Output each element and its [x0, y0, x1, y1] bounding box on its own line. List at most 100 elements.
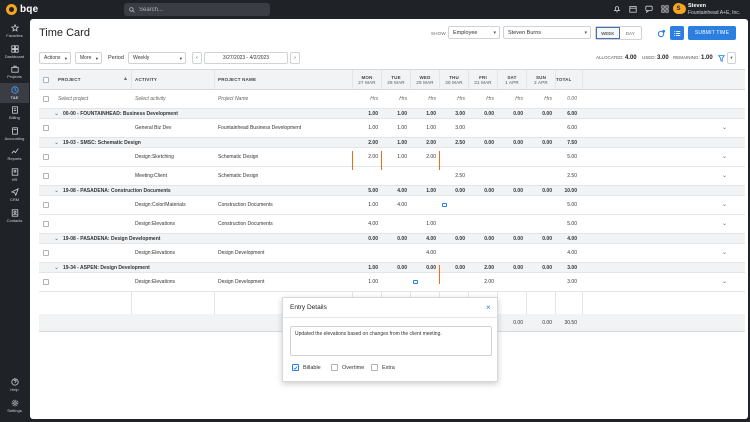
- user-info[interactable]: Steven Fountainhead A+E, Inc.: [688, 3, 740, 17]
- hours-cell[interactable]: [440, 244, 465, 262]
- sidebar-item-t-e[interactable]: T&E: [0, 82, 29, 103]
- project-group-row[interactable]: ⌄ 19-03 - SMSC: Schematic Design 2.00 1.00 2…: [39, 138, 745, 148]
- hours-cell[interactable]: [527, 273, 552, 291]
- hours-cell[interactable]: [527, 148, 552, 166]
- sidebar-item-reports[interactable]: Reports: [0, 144, 29, 164]
- hours-cell[interactable]: [498, 244, 523, 262]
- hours-cell[interactable]: 4.00: [397, 202, 407, 208]
- hours-cell[interactable]: 1.00: [368, 279, 378, 285]
- list-view-button[interactable]: [670, 26, 684, 40]
- collapse-chevron-icon[interactable]: ⌄: [54, 265, 60, 271]
- hours-cell[interactable]: [440, 215, 465, 233]
- hours-cell[interactable]: [382, 244, 407, 262]
- expand-row-chevron-icon[interactable]: ⌄: [722, 202, 728, 208]
- sidebar-item-dashboard[interactable]: Dashboard: [0, 42, 29, 62]
- previous-period-button[interactable]: ‹: [192, 52, 202, 64]
- hours-cell[interactable]: [440, 148, 465, 166]
- sidebar-item-accounting[interactable]: Accounting: [0, 124, 29, 144]
- sidebar-item-help[interactable]: Help: [0, 375, 29, 395]
- note-comment-icon[interactable]: [413, 280, 418, 284]
- next-period-button[interactable]: ›: [290, 52, 300, 64]
- day-column-header[interactable]: THU 30 MAR: [440, 70, 468, 89]
- hours-cell[interactable]: 1.00: [368, 125, 378, 131]
- entry-activity[interactable]: Design:Color/Materials: [135, 202, 186, 208]
- hours-input[interactable]: Hrs: [544, 96, 552, 102]
- hours-cell[interactable]: 2.00: [426, 154, 436, 160]
- extra-checkbox[interactable]: [371, 364, 378, 371]
- employee-select[interactable]: Steven Burns ▾: [503, 26, 591, 39]
- date-range-field[interactable]: 3/27/2023 - 4/2/2023: [204, 52, 288, 64]
- entry-checkbox[interactable]: [43, 279, 49, 285]
- sidebar-item-projects[interactable]: Projects: [0, 62, 29, 82]
- collapse-chevron-icon[interactable]: ⌄: [54, 111, 60, 117]
- hours-cell[interactable]: [469, 244, 494, 262]
- entry-checkbox[interactable]: [43, 154, 49, 160]
- expand-row-chevron-icon[interactable]: ⌄: [722, 250, 728, 256]
- global-search[interactable]: [124, 3, 270, 16]
- sidebar-item-billing[interactable]: Billing: [0, 103, 29, 123]
- hours-cell[interactable]: 1.00: [368, 202, 378, 208]
- hours-cell[interactable]: [498, 148, 523, 166]
- project-group-row[interactable]: ⌄ 19-08 - PASADENA: Design Development 0.0…: [39, 234, 745, 244]
- entry-activity[interactable]: General Biz Dev: [135, 125, 172, 131]
- hours-cell[interactable]: [411, 167, 436, 185]
- hours-cell[interactable]: [469, 119, 494, 137]
- expand-row-chevron-icon[interactable]: ⌄: [722, 173, 728, 179]
- actions-menu-button[interactable]: Actions ▾: [39, 52, 71, 64]
- hours-cell[interactable]: [498, 215, 523, 233]
- notifications-bell-icon[interactable]: [612, 4, 622, 14]
- entry-checkbox[interactable]: [43, 125, 49, 131]
- collapse-chevron-icon[interactable]: ⌄: [54, 140, 60, 146]
- hours-cell[interactable]: 2.00: [484, 279, 494, 285]
- period-select[interactable]: Weekly ▾: [128, 52, 186, 64]
- overtime-checkbox[interactable]: [331, 364, 338, 371]
- hours-cell[interactable]: [498, 119, 523, 137]
- entry-checkbox[interactable]: [43, 173, 49, 179]
- hours-cell[interactable]: [382, 273, 407, 291]
- close-icon[interactable]: ×: [486, 303, 491, 312]
- grid-apps-icon[interactable]: [660, 4, 670, 14]
- chat-icon[interactable]: [644, 4, 654, 14]
- day-column-header[interactable]: MON 27 MAR: [353, 70, 381, 89]
- hours-input[interactable]: Hrs: [457, 96, 465, 102]
- hours-cell[interactable]: 4.00: [426, 250, 436, 256]
- activity-column-header[interactable]: ACTIVITY: [135, 77, 158, 82]
- entry-notes-field[interactable]: [290, 326, 492, 356]
- hours-cell[interactable]: [353, 167, 378, 185]
- billable-option[interactable]: Billable: [292, 364, 321, 371]
- sidebar-item-crm[interactable]: CRM: [0, 185, 29, 205]
- entry-project-name[interactable]: Schematic Design: [218, 173, 259, 179]
- entry-activity[interactable]: Design:Sketching: [135, 154, 174, 160]
- project-column-header[interactable]: PROJECT: [58, 77, 81, 82]
- hours-cell[interactable]: 2.00: [368, 154, 378, 160]
- hours-cell[interactable]: 1.00: [397, 154, 407, 160]
- hours-input[interactable]: Hrs: [515, 96, 523, 102]
- expand-row-chevron-icon[interactable]: ⌄: [722, 279, 728, 285]
- hours-cell[interactable]: [469, 196, 494, 214]
- hours-cell[interactable]: [498, 196, 523, 214]
- hours-cell[interactable]: 1.00: [426, 221, 436, 227]
- entry-project-name[interactable]: Fountainhead Business Development: [218, 125, 302, 131]
- day-view-button[interactable]: DAY: [625, 30, 635, 36]
- sidebar-item-hr[interactable]: HR: [0, 165, 29, 185]
- billable-checkbox[interactable]: [292, 364, 299, 371]
- expand-row-chevron-icon[interactable]: ⌄: [722, 125, 728, 131]
- week-view-button[interactable]: WEEK: [596, 27, 620, 39]
- project-group-row[interactable]: ⌄ 19-34 - ASPEN: Design Development 1.00 0.…: [39, 263, 745, 273]
- hours-cell[interactable]: [498, 167, 523, 185]
- select-project-field[interactable]: Select project: [58, 96, 89, 102]
- hours-cell[interactable]: [498, 273, 523, 291]
- entry-checkbox[interactable]: [43, 250, 49, 256]
- hours-cell[interactable]: 1.00: [397, 125, 407, 131]
- hours-input[interactable]: Hrs: [428, 96, 436, 102]
- hours-cell[interactable]: 4.00: [368, 221, 378, 227]
- entry-activity[interactable]: Design:Elevations: [135, 250, 176, 256]
- hours-cell[interactable]: [469, 167, 494, 185]
- day-column-header[interactable]: TUE 28 MAR: [382, 70, 410, 89]
- submit-time-button[interactable]: SUBMIT TIME: [688, 26, 736, 40]
- entry-project-name[interactable]: Construction Documents: [218, 202, 273, 208]
- entry-activity[interactable]: Design:Elevations: [135, 221, 176, 227]
- user-avatar[interactable]: S: [673, 3, 684, 14]
- project-group-row[interactable]: ⌄ 00-00 - FOUNTAINHEAD: Business Developm…: [39, 109, 745, 119]
- entry-project-name[interactable]: Design Development: [218, 250, 265, 256]
